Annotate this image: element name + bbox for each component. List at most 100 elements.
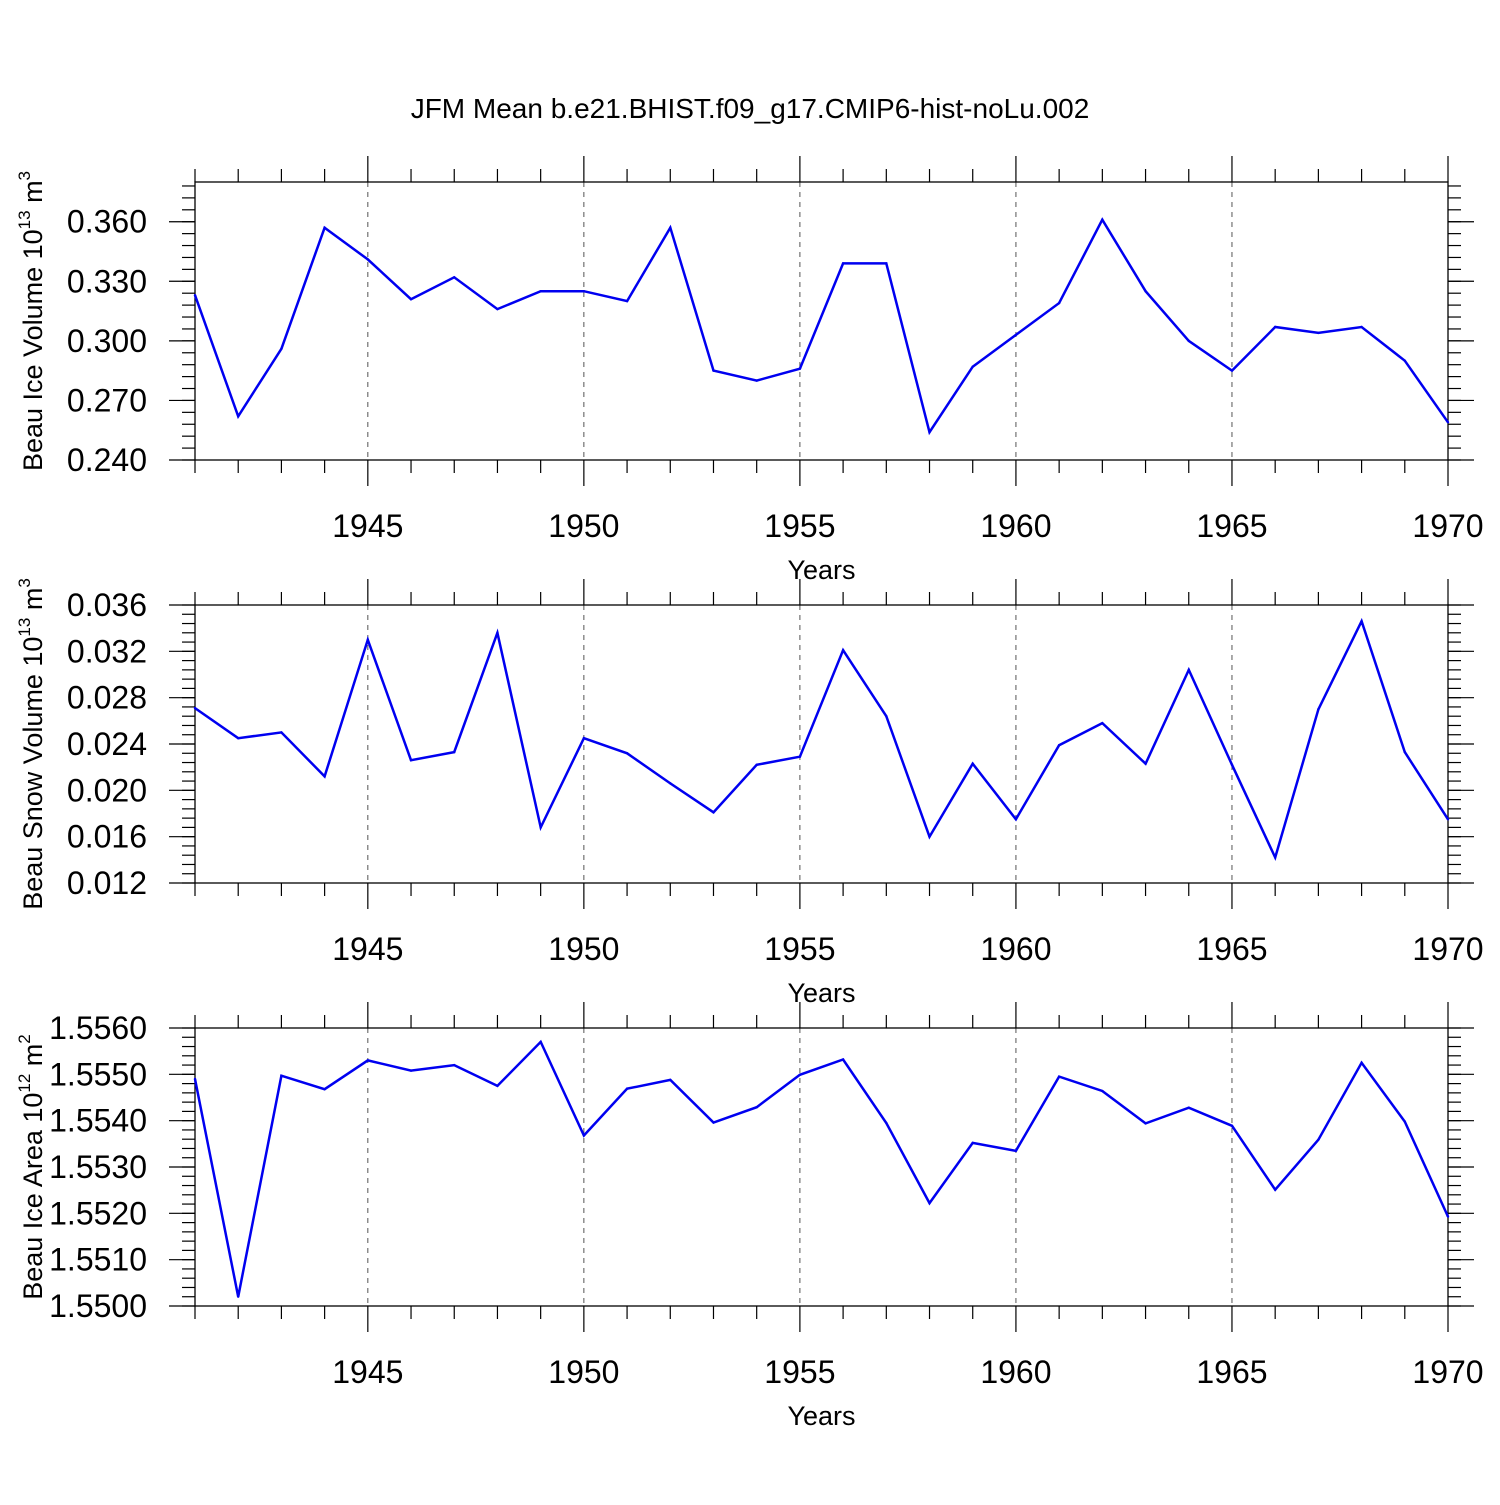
x-axis-title: Years bbox=[787, 555, 855, 585]
x-tick-label: 1970 bbox=[1412, 931, 1483, 967]
data-point bbox=[755, 763, 758, 767]
data-point bbox=[1101, 218, 1104, 221]
x-tick-label: 1950 bbox=[548, 508, 619, 544]
data-point bbox=[1230, 1124, 1234, 1127]
data-point bbox=[1144, 762, 1147, 765]
data-point bbox=[1446, 421, 1450, 424]
y-tick-label: 0.330 bbox=[67, 263, 147, 299]
data-point bbox=[280, 347, 283, 350]
y-tick-label: 1.5540 bbox=[49, 1103, 147, 1139]
data-point bbox=[409, 759, 413, 762]
data-point bbox=[971, 762, 974, 765]
data-point bbox=[582, 1134, 586, 1137]
data-point bbox=[1057, 743, 1061, 747]
y-axis-title-unit: m bbox=[18, 588, 48, 618]
data-point bbox=[280, 731, 283, 734]
data-point bbox=[755, 379, 758, 382]
y-axis-title-main: Beau Ice Volume 10 bbox=[18, 229, 48, 471]
data-point bbox=[1187, 339, 1190, 343]
x-tick-label: 1945 bbox=[332, 931, 403, 967]
data-point bbox=[841, 262, 845, 265]
data-point bbox=[323, 1087, 326, 1091]
data-point bbox=[928, 1201, 931, 1205]
y-axis-title-exponent: 13 bbox=[15, 210, 34, 229]
data-point bbox=[582, 290, 586, 293]
data-point bbox=[366, 638, 370, 641]
x-tick-label: 1950 bbox=[548, 931, 619, 967]
data-point bbox=[1360, 620, 1363, 623]
data-point bbox=[1014, 818, 1018, 821]
series-line-ice-area bbox=[193, 1039, 1450, 1297]
data-point bbox=[1360, 1061, 1363, 1064]
data-point bbox=[1403, 359, 1406, 362]
data-point bbox=[798, 1073, 802, 1076]
y-tick-label: 0.036 bbox=[67, 587, 147, 623]
y-tick-label: 1.5510 bbox=[49, 1242, 147, 1278]
data-point bbox=[1230, 763, 1234, 767]
data-point bbox=[885, 1121, 888, 1125]
y-axis-title: Beau Ice Area 1012 m2 bbox=[15, 1034, 48, 1300]
data-point bbox=[1403, 1120, 1406, 1123]
data-point bbox=[193, 293, 197, 297]
y-axis-title-exponent: 13 bbox=[15, 618, 34, 637]
data-point bbox=[1014, 1149, 1018, 1152]
data-point bbox=[193, 1077, 197, 1081]
y-tick-label: 1.5530 bbox=[49, 1149, 147, 1185]
data-point bbox=[712, 1121, 715, 1124]
series-line-snow-volume bbox=[194, 617, 1450, 862]
y-axis-title-main: Beau Ice Area 10 bbox=[18, 1093, 48, 1300]
data-point bbox=[1144, 290, 1147, 293]
data-point bbox=[539, 1040, 542, 1044]
x-tick-label: 1970 bbox=[1412, 1354, 1483, 1390]
y-tick-label: 0.360 bbox=[67, 204, 147, 240]
data-point bbox=[409, 1069, 413, 1072]
data-point bbox=[625, 752, 629, 755]
data-point bbox=[1144, 1122, 1147, 1125]
x-tick-label: 1955 bbox=[764, 931, 835, 967]
y-tick-label: 1.5560 bbox=[49, 1010, 147, 1046]
data-point bbox=[453, 750, 456, 754]
y-tick-label: 0.032 bbox=[67, 633, 147, 669]
data-point bbox=[1273, 856, 1277, 859]
data-point bbox=[1057, 1075, 1061, 1078]
data-point bbox=[453, 1063, 456, 1067]
data-point bbox=[885, 262, 888, 265]
y-axis-title-unit: m bbox=[18, 1044, 48, 1074]
data-point bbox=[885, 715, 888, 718]
y-tick-label: 1.5500 bbox=[49, 1288, 147, 1324]
x-tick-label: 1970 bbox=[1412, 508, 1483, 544]
y-axis-title-unit: m bbox=[18, 180, 48, 210]
y-axis-title-exponent: 12 bbox=[15, 1074, 34, 1093]
y-tick-label: 1.5550 bbox=[49, 1056, 147, 1092]
data-point bbox=[798, 755, 802, 758]
data-point bbox=[1273, 1188, 1277, 1191]
x-tick-label: 1965 bbox=[1196, 931, 1267, 967]
data-point bbox=[366, 258, 370, 261]
x-tick-label: 1945 bbox=[332, 508, 403, 544]
x-tick-label: 1955 bbox=[764, 1354, 835, 1390]
data-point bbox=[928, 835, 931, 838]
panel-ice-volume: 1945 1950 1955 1960 1965 1970 Years 0.240 0.270 0… bbox=[15, 156, 1484, 585]
data-point bbox=[1446, 1215, 1450, 1218]
data-point bbox=[237, 737, 240, 740]
y-axis-title-unit-exponent: 2 bbox=[15, 1034, 34, 1043]
y-tick-label: 0.270 bbox=[67, 382, 147, 418]
data-point bbox=[1057, 301, 1061, 305]
data-point bbox=[669, 226, 672, 229]
data-point bbox=[1101, 1089, 1104, 1093]
data-point bbox=[1187, 1106, 1190, 1109]
data-point bbox=[539, 290, 542, 293]
x-tick-label: 1960 bbox=[980, 931, 1051, 967]
x-axis-title: Years bbox=[787, 978, 855, 1008]
y-axis-title: Beau Snow Volume 1013 m3 bbox=[15, 578, 48, 910]
data-point bbox=[582, 737, 586, 740]
plot-frame bbox=[194, 604, 1449, 884]
y-axis-title-main: Beau Snow Volume 10 bbox=[18, 637, 48, 910]
x-axis-title: Years bbox=[787, 1401, 855, 1431]
y-tick-label: 0.240 bbox=[67, 442, 147, 478]
data-point bbox=[1317, 331, 1320, 335]
y-tick-label: 0.016 bbox=[67, 819, 147, 855]
data-point bbox=[237, 415, 240, 418]
data-point bbox=[1317, 1138, 1320, 1141]
